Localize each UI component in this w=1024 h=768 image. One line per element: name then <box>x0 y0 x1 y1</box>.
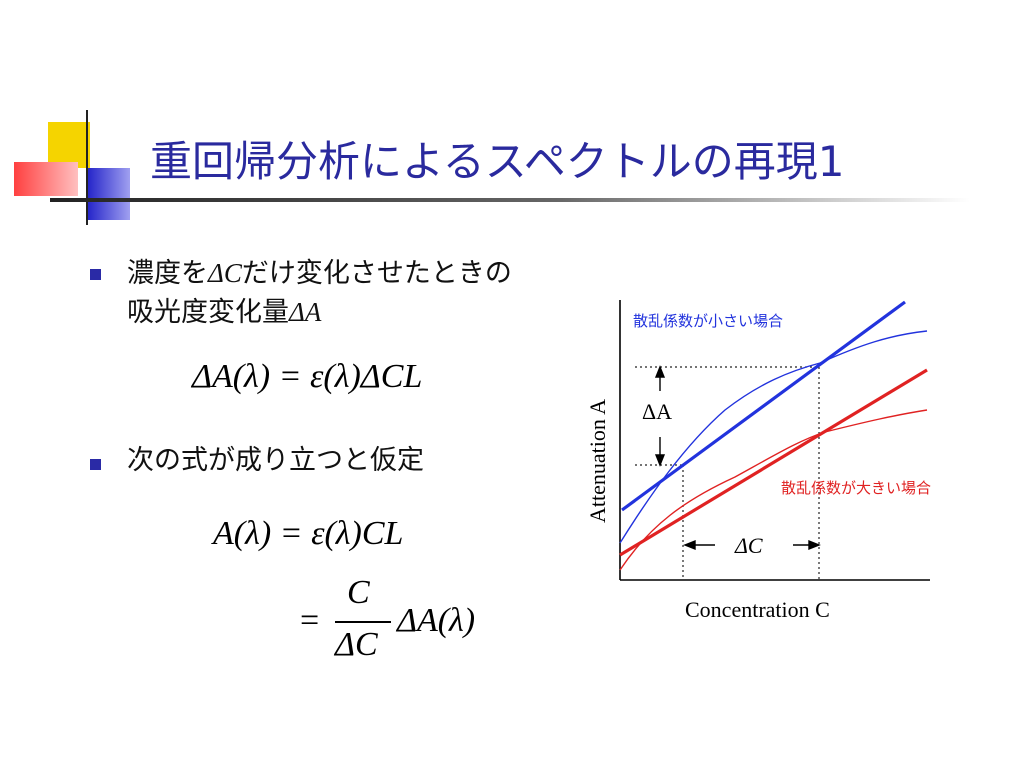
attenuation-chart: ΔA ΔC 散乱係数が小さい場合 散乱係数が大きい場合 Concentratio… <box>585 300 931 622</box>
title-decoration <box>0 110 140 230</box>
equation-3-numerator: C <box>347 574 370 611</box>
bullet-text-1: 濃度をΔCだけ変化させたときの 吸光度変化量ΔA <box>127 254 512 332</box>
x-axis-title: Concentration C <box>685 597 830 622</box>
equation-3-rhs: ΔA(λ) <box>397 602 476 639</box>
bullet-text-2: 次の式が成り立つと仮定 <box>127 445 424 476</box>
series-red-measured-curve <box>619 409 928 571</box>
delta-c-arrows <box>683 539 821 551</box>
bullet-1-line1: 濃度をΔCだけ変化させたときの <box>127 258 512 289</box>
delta-a-arrow-down-head <box>654 454 666 467</box>
delta-a-label: ΔA <box>642 399 672 424</box>
y-axis-title: Attenuation A <box>585 399 610 523</box>
slide-title: 重回帰分析によるスペクトルの再現1 <box>150 137 845 186</box>
equation-2: A(λ) = ε(λ)CL <box>213 515 404 552</box>
bullet-marker-2 <box>90 459 101 470</box>
deco-vertical-line <box>86 110 88 225</box>
series-blue-fit-line <box>621 300 906 512</box>
deco-yellow-square <box>48 122 90 168</box>
delta-c-label: ΔC <box>734 533 763 558</box>
bullet-1-line2: 吸光度変化量ΔA <box>127 297 322 328</box>
label-large-scattering: 散乱係数が大きい場合 <box>781 479 931 497</box>
deco-blue-square <box>86 168 130 220</box>
delta-a-arrow-up-head <box>654 365 666 378</box>
delta-c-arrow-right-head <box>808 539 821 551</box>
equation-3-equals: = <box>300 602 320 639</box>
equation-1: ΔA(λ) = ε(λ)ΔCL <box>192 358 423 395</box>
bullet-marker-1 <box>90 269 101 280</box>
equation-3-denominator: ΔC <box>335 626 378 663</box>
equation-3: = C ΔC ΔA(λ) <box>295 570 515 670</box>
label-small-scattering: 散乱係数が小さい場合 <box>633 312 783 330</box>
series-red-fit-line <box>619 368 928 557</box>
deco-red-bar <box>14 162 78 196</box>
delta-c-arrow-left-head <box>683 539 696 551</box>
fraction-bar <box>335 621 391 623</box>
delta-a-arrows <box>654 365 666 467</box>
title-underline <box>50 198 970 202</box>
series-blue-measured-curve <box>619 330 928 544</box>
